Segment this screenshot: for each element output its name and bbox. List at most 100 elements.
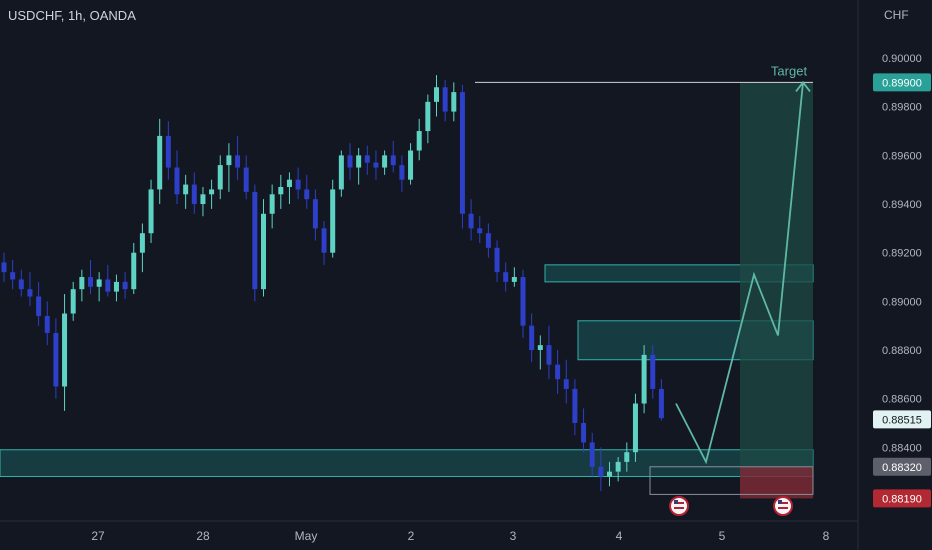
candle bbox=[44, 301, 50, 346]
x-tick-label: 28 bbox=[196, 529, 210, 543]
candle-body bbox=[165, 135, 171, 168]
candle bbox=[96, 272, 102, 302]
candle-body bbox=[555, 364, 561, 380]
candle bbox=[243, 155, 249, 200]
candle bbox=[598, 447, 604, 492]
candle bbox=[572, 379, 578, 436]
candle bbox=[1, 252, 7, 282]
price-tag-stop: 0.88190 bbox=[873, 489, 931, 508]
candle bbox=[390, 140, 396, 173]
candle bbox=[347, 143, 353, 180]
candle-body bbox=[278, 187, 284, 195]
candle-body bbox=[511, 277, 517, 282]
flag-stripe bbox=[778, 502, 788, 504]
candle-body bbox=[425, 101, 431, 132]
candle-body bbox=[174, 167, 180, 195]
candle bbox=[148, 179, 154, 243]
candle-body bbox=[589, 442, 595, 467]
candle bbox=[615, 457, 621, 482]
price-tag-bg bbox=[873, 410, 931, 429]
x-tick-label: 3 bbox=[510, 529, 517, 543]
candle-body bbox=[330, 189, 336, 253]
candle-body bbox=[157, 135, 163, 190]
candle bbox=[70, 281, 76, 321]
candle bbox=[200, 187, 206, 217]
projection-layer bbox=[675, 80, 811, 465]
y-tick-label: 0.89600 bbox=[882, 150, 922, 162]
candle bbox=[434, 75, 439, 117]
candle bbox=[546, 325, 552, 380]
candle-body bbox=[36, 296, 42, 316]
candle bbox=[641, 345, 647, 414]
candle-body bbox=[338, 155, 344, 190]
candle bbox=[36, 281, 42, 326]
candle bbox=[607, 461, 612, 487]
candle bbox=[304, 174, 310, 209]
candle bbox=[18, 269, 24, 297]
x-tick-label: 27 bbox=[91, 529, 105, 543]
candle bbox=[356, 148, 362, 185]
stop-box bbox=[740, 466, 813, 499]
candle bbox=[183, 174, 189, 209]
price-tag-target: 0.89900 bbox=[873, 73, 931, 92]
candle bbox=[632, 393, 638, 462]
candles-layer bbox=[1, 75, 664, 492]
candle-body bbox=[131, 252, 137, 290]
candle-body bbox=[200, 194, 206, 205]
candle bbox=[451, 82, 457, 122]
candle bbox=[459, 84, 465, 229]
candle-body bbox=[485, 233, 491, 248]
candle-body bbox=[356, 155, 362, 168]
price-tag-label: 0.88190 bbox=[882, 493, 922, 505]
x-tick-label: May bbox=[295, 529, 318, 543]
projection-arrowhead bbox=[795, 80, 811, 92]
candle-body bbox=[96, 279, 102, 287]
candle bbox=[217, 155, 223, 200]
candle-body bbox=[191, 184, 197, 205]
candle-body bbox=[295, 179, 301, 190]
candle-body bbox=[451, 92, 457, 112]
candle-body bbox=[304, 189, 310, 200]
y-tick-label: 0.89200 bbox=[882, 248, 922, 260]
candle-body bbox=[252, 191, 258, 290]
candle bbox=[165, 121, 171, 180]
candle bbox=[157, 118, 163, 205]
x-tick-label: 8 bbox=[823, 529, 830, 543]
x-tick-label: 4 bbox=[616, 529, 623, 543]
entry-range-box bbox=[649, 466, 814, 495]
candle-body bbox=[632, 403, 638, 453]
candle bbox=[338, 150, 344, 197]
flag-canton bbox=[778, 500, 782, 504]
price-tag-bg bbox=[873, 73, 931, 92]
flag-stripe bbox=[674, 502, 684, 504]
candle bbox=[53, 318, 59, 399]
candle-body bbox=[650, 354, 656, 389]
candle-body bbox=[459, 92, 465, 214]
candle bbox=[10, 259, 16, 290]
flag-stripe bbox=[778, 507, 788, 509]
candle-body bbox=[113, 281, 119, 292]
candle-body bbox=[217, 165, 223, 190]
candle-body bbox=[261, 213, 266, 290]
candle-body bbox=[226, 155, 232, 166]
candle bbox=[269, 184, 275, 229]
candle-body bbox=[321, 228, 327, 253]
candle-body bbox=[390, 155, 396, 166]
candle-body bbox=[312, 199, 318, 229]
candle-body bbox=[537, 345, 543, 350]
candle bbox=[537, 335, 543, 370]
symbol-title: USDCHF, 1h, OANDA bbox=[8, 8, 136, 23]
candle-body bbox=[286, 179, 292, 187]
target-label: Target bbox=[771, 63, 808, 78]
price-tag-label: 0.88320 bbox=[882, 462, 922, 474]
candle bbox=[425, 94, 431, 144]
candle bbox=[494, 240, 500, 282]
candle-body bbox=[434, 87, 439, 102]
candle-body bbox=[105, 279, 111, 292]
candle-body bbox=[529, 325, 535, 350]
candle-body bbox=[139, 233, 145, 253]
candle-body bbox=[658, 388, 664, 419]
y-tick-label: 0.88600 bbox=[882, 394, 922, 406]
candle bbox=[330, 179, 336, 258]
